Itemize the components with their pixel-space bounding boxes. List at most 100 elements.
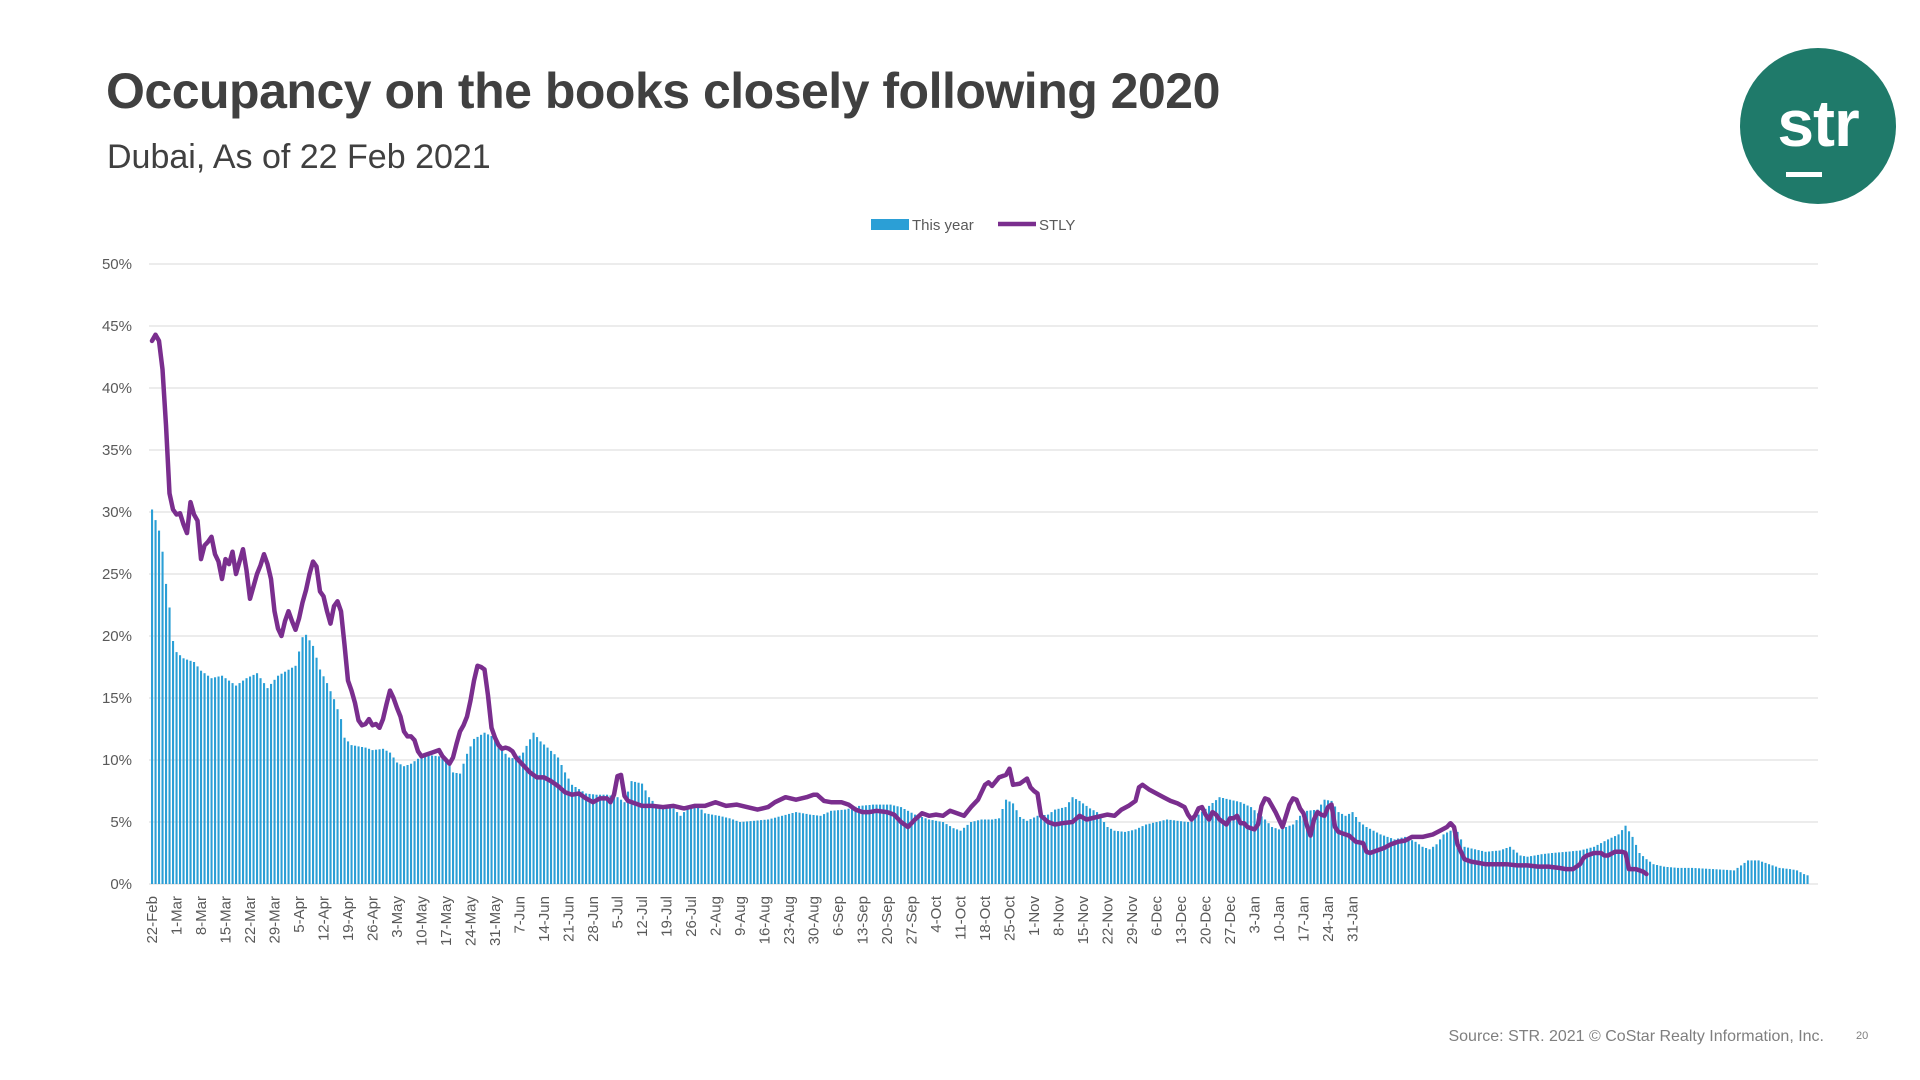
bar <box>952 828 955 884</box>
bar <box>1498 850 1501 884</box>
bar <box>833 810 836 884</box>
bar <box>1201 811 1204 884</box>
bar <box>847 808 850 884</box>
bar <box>1159 821 1162 884</box>
bar <box>1194 817 1197 884</box>
bar <box>1302 813 1305 884</box>
bar <box>186 659 189 884</box>
bar <box>784 814 787 884</box>
bar <box>413 761 416 884</box>
x-tick-label: 20-Sep <box>879 896 896 944</box>
bar <box>494 737 497 884</box>
bar <box>1495 850 1498 884</box>
bar <box>788 813 791 884</box>
x-tick-label: 19-Apr <box>340 896 357 941</box>
bar <box>347 741 350 884</box>
bar <box>1383 835 1386 884</box>
bar <box>1026 820 1029 884</box>
x-tick-label: 5-Jul <box>610 896 627 929</box>
bar <box>1397 838 1400 884</box>
bar <box>1061 807 1064 884</box>
bar <box>581 791 584 884</box>
bar <box>662 808 665 884</box>
x-tick-label: 13-Sep <box>855 896 872 944</box>
bar <box>518 755 521 884</box>
bar <box>763 819 766 884</box>
bar <box>273 679 276 884</box>
bar <box>1428 849 1431 884</box>
bar <box>235 685 238 884</box>
bar <box>1106 827 1109 884</box>
bar <box>1740 865 1743 884</box>
x-tick-label: 24-Jan <box>1320 896 1337 942</box>
bar <box>973 821 976 884</box>
bar <box>1789 869 1792 884</box>
occupancy-chart: 0% 5% 10% 15% 20% 25% 30% 35% 40% 45% 50% 22-Feb 1-… <box>102 217 1818 946</box>
bar <box>1068 802 1071 884</box>
bar <box>732 819 735 884</box>
bar <box>1523 856 1526 884</box>
bar <box>1621 830 1624 884</box>
bar <box>242 680 245 884</box>
bar <box>823 814 826 884</box>
bar <box>1736 867 1739 884</box>
bar <box>298 651 301 884</box>
bar <box>753 820 756 884</box>
x-tick-label: 25-Oct <box>1002 895 1019 941</box>
bar <box>462 763 465 884</box>
bar <box>1400 837 1403 884</box>
bar <box>511 758 514 884</box>
bar <box>1771 865 1774 884</box>
bar <box>1124 831 1127 884</box>
bar <box>742 821 745 884</box>
bar <box>231 683 234 884</box>
page-title: Occupancy on the books closely following… <box>106 63 1220 119</box>
bar <box>991 819 994 884</box>
bar <box>1407 838 1410 884</box>
bar <box>1295 820 1298 884</box>
bar <box>319 669 322 884</box>
bar <box>217 676 220 884</box>
bar <box>644 790 647 884</box>
x-tick-label: 26-Jul <box>683 896 700 937</box>
bar <box>301 637 304 884</box>
legend: This year STLY <box>871 217 1075 234</box>
bar <box>1792 869 1795 884</box>
legend-label-stly: STLY <box>1039 217 1075 234</box>
y-tick-label: 5% <box>110 814 132 831</box>
bar <box>1733 870 1736 884</box>
bar <box>1222 798 1225 884</box>
x-tick-label: 29-Mar <box>267 896 284 944</box>
bar <box>567 778 570 884</box>
legend-label-this-year: This year <box>912 217 974 234</box>
bar <box>1131 830 1134 884</box>
page-subtitle: Dubai, As of 22 Feb 2021 <box>107 138 491 176</box>
bar <box>616 797 619 884</box>
bar <box>588 793 591 884</box>
bar <box>1029 819 1032 884</box>
bar <box>459 773 462 884</box>
bar <box>1579 850 1582 884</box>
bar <box>994 818 997 884</box>
bar <box>1309 810 1312 884</box>
bar <box>1292 824 1295 884</box>
y-tick-label: 45% <box>102 318 132 335</box>
x-tick-label: 12-Jul <box>634 896 651 937</box>
bar <box>490 736 493 884</box>
bar <box>1453 831 1456 884</box>
bar <box>1250 807 1253 884</box>
bar <box>434 755 437 884</box>
bar <box>154 520 157 884</box>
bar <box>1190 819 1193 884</box>
bar <box>1540 854 1543 884</box>
bar <box>1243 803 1246 884</box>
bar <box>1145 824 1148 884</box>
bar <box>1033 817 1036 884</box>
bar <box>1614 836 1617 884</box>
bar <box>392 757 395 884</box>
bar <box>1369 828 1372 884</box>
x-tick-label: 9-Aug <box>732 896 749 936</box>
bar <box>448 765 451 884</box>
x-tick-label: 22-Nov <box>1100 896 1117 945</box>
bar <box>893 805 896 884</box>
